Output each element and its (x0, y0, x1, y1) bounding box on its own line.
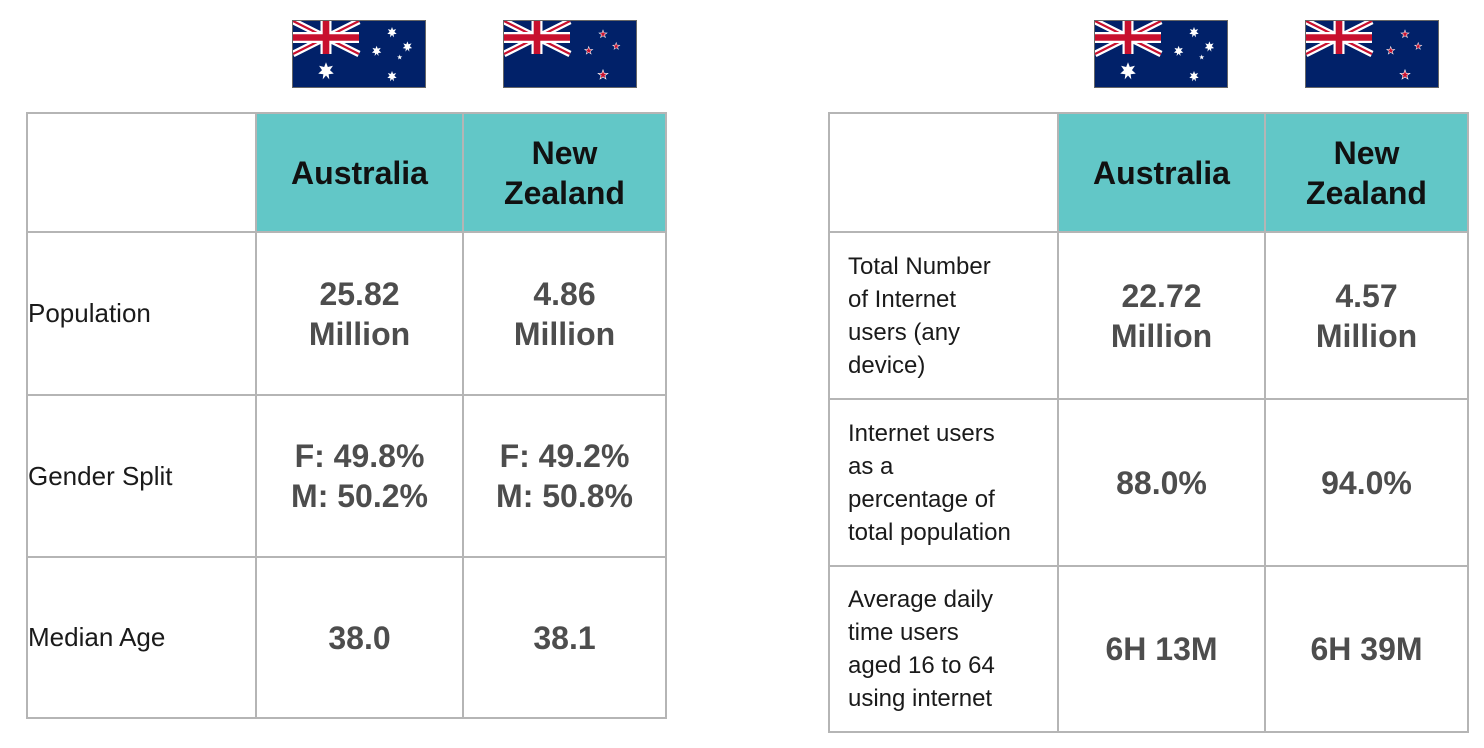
demographics-table: Australia New Zealand Population 25.82 M… (26, 112, 667, 719)
row-label-gender-split: Gender Split (26, 394, 257, 558)
value-australia-daily-time: 6H 13M (1057, 565, 1266, 733)
value-new-zealand-internet-users: 4.57 Million (1264, 231, 1469, 400)
australia-flag-icon (292, 20, 426, 88)
value-australia-median-age: 38.0 (255, 556, 464, 719)
new-zealand-flag-icon (503, 20, 637, 88)
header-blank-cell (26, 112, 257, 233)
value-new-zealand-gender-split: F: 49.2% M: 50.8% (462, 394, 667, 558)
value-australia-internet-penetration: 88.0% (1057, 398, 1266, 567)
row-label-internet-penetration: Internet users as a percentage of total … (828, 398, 1059, 567)
new-zealand-flag-icon (1305, 20, 1439, 88)
value-new-zealand-median-age: 38.1 (462, 556, 667, 719)
table-row: Internet users as a percentage of total … (828, 398, 1469, 567)
value-australia-population: 25.82 Million (255, 231, 464, 396)
table-header-row: Australia New Zealand (26, 112, 667, 233)
header-new-zealand: New Zealand (462, 112, 667, 233)
table-header-row: Australia New Zealand (828, 112, 1469, 233)
table-row: Median Age 38.0 38.1 (26, 556, 667, 719)
value-australia-gender-split: F: 49.8% M: 50.2% (255, 394, 464, 558)
table-row: Total Number of Internet users (any devi… (828, 231, 1469, 400)
row-label-median-age: Median Age (26, 556, 257, 719)
value-new-zealand-internet-penetration: 94.0% (1264, 398, 1469, 567)
value-new-zealand-daily-time: 6H 39M (1264, 565, 1469, 733)
header-australia: Australia (255, 112, 464, 233)
row-label-population: Population (26, 231, 257, 396)
internet-usage-table: Australia New Zealand Total Number of In… (828, 112, 1469, 733)
australia-flag-icon (1094, 20, 1228, 88)
value-new-zealand-population: 4.86 Million (462, 231, 667, 396)
row-label-total-internet-users: Total Number of Internet users (any devi… (828, 231, 1059, 400)
header-blank-cell (828, 112, 1059, 233)
header-australia: Australia (1057, 112, 1266, 233)
table-row: Population 25.82 Million 4.86 Million (26, 231, 667, 396)
value-australia-internet-users: 22.72 Million (1057, 231, 1266, 400)
row-label-average-daily-time: Average daily time users aged 16 to 64 u… (828, 565, 1059, 733)
table-row: Gender Split F: 49.8% M: 50.2% F: 49.2% … (26, 394, 667, 558)
table-row: Average daily time users aged 16 to 64 u… (828, 565, 1469, 733)
header-new-zealand: New Zealand (1264, 112, 1469, 233)
